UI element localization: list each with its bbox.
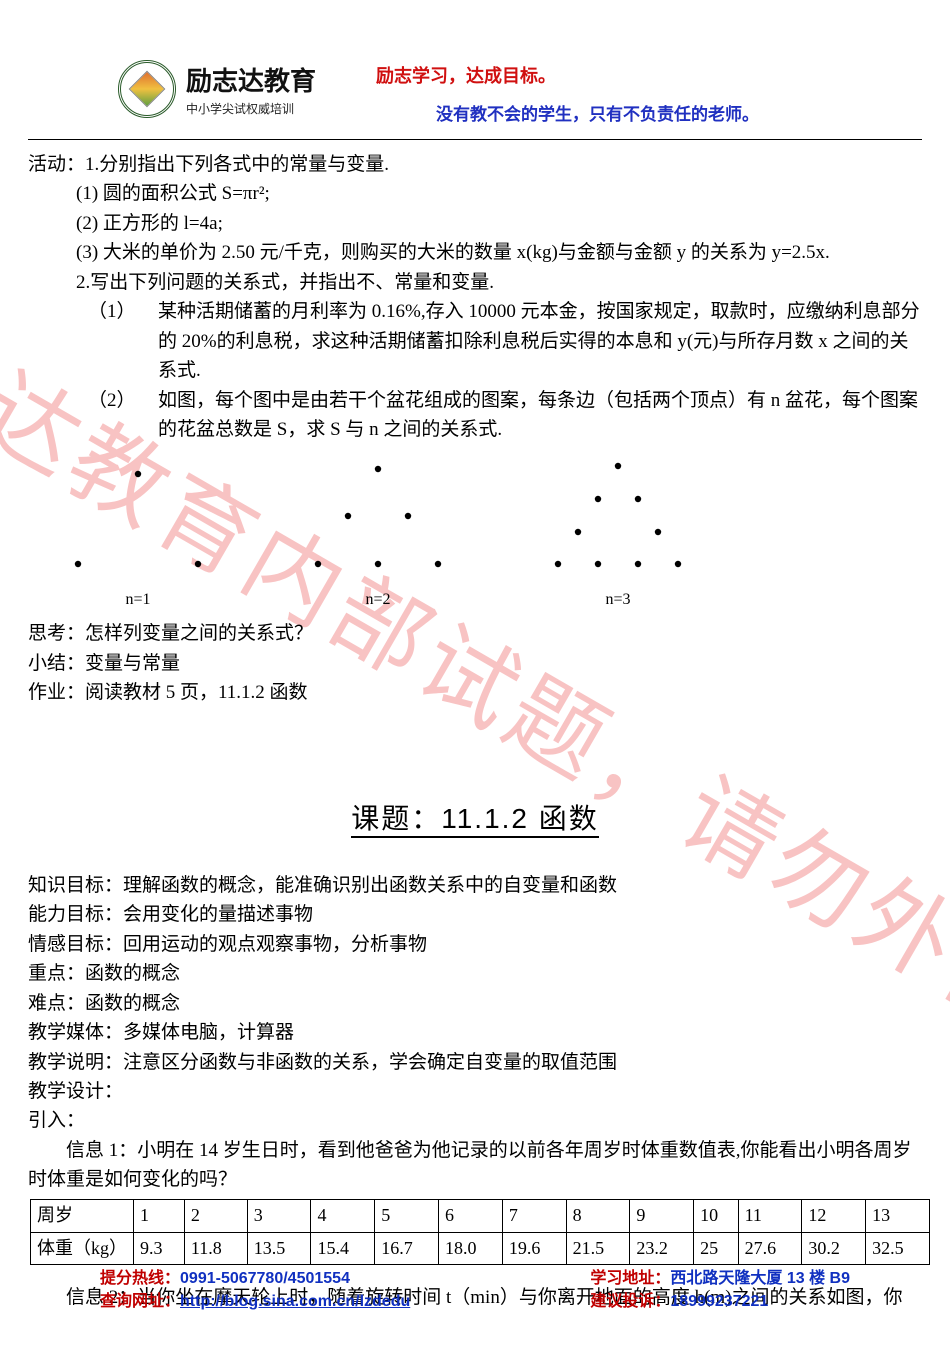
triangle-n2: n=2 — [288, 454, 468, 613]
weight-cell: 16.7 — [375, 1232, 439, 1265]
weight-cell: 18.0 — [439, 1232, 503, 1265]
activity-item-1: (1) 圆的面积公式 S=πr²; — [28, 179, 922, 208]
activity-title: 活动：1.分别指出下列各式中的常量与变量. — [28, 150, 922, 179]
age-cell: 8 — [566, 1199, 630, 1232]
weight-cell: 15.4 — [311, 1232, 375, 1265]
triangle-n1-svg — [48, 454, 228, 584]
weight-cell: 30.2 — [802, 1232, 866, 1265]
q1-text: 某种活期储蓄的月利率为 0.16%,存入 10000 元本金，按国家规定，取款时… — [158, 297, 922, 385]
body: 活动：1.分别指出下列各式中的常量与变量. (1) 圆的面积公式 S=πr²; … — [28, 150, 922, 1313]
page: 励志达教育 中小学尖试权威培训 励志学习，达成目标。 没有教不会的学生，只有不负… — [0, 0, 950, 1353]
triangle-n2-svg — [288, 454, 468, 584]
triangle-n3-label: n=3 — [605, 588, 630, 613]
age-cell: 7 — [502, 1199, 566, 1232]
triangle-n1: n=1 — [48, 454, 228, 613]
complain: 18999237221 — [670, 1293, 768, 1310]
addr-label: 学习地址： — [590, 1270, 670, 1287]
think-line: 思考：怎样列变量之间的关系式？ — [28, 619, 922, 648]
info1: 信息 1：小明在 14 岁生日时，看到他爸爸为他记录的以前各年周岁时体重数值表,… — [28, 1136, 922, 1195]
weight-cell: 9.3 — [134, 1232, 185, 1265]
logo-block: 励志达教育 中小学尖试权威培训 — [118, 60, 316, 118]
goal-3: 重点：函数的概念 — [28, 959, 922, 988]
section-title: 课题：11.1.2 函数 — [351, 803, 599, 838]
q1-num: （1） — [88, 297, 158, 385]
q2-text: 如图，每个图中是由若干个盆花组成的图案，每条边（包括两个顶点）有 n 盆花，每个… — [158, 386, 922, 445]
brand-sub: 中小学尖试权威培训 — [186, 100, 316, 117]
age-cell: 3 — [247, 1199, 311, 1232]
url-link[interactable]: http://blog.sina.com.cn/lzdedu — [180, 1293, 410, 1310]
goal-7: 教学设计： — [28, 1077, 922, 1106]
activity2-title: 2.写出下列问题的关系式，并指出不、常量和变量. — [28, 268, 922, 297]
triangle-n3-svg — [528, 454, 708, 584]
addr: 西北路天隆大厦 13 楼 B9 — [670, 1270, 850, 1287]
goal-8: 引入： — [28, 1106, 922, 1135]
brand-name: 励志达教育 — [186, 61, 316, 98]
weight-cell: 11.8 — [184, 1232, 247, 1265]
goal-2: 情感目标：回用运动的观点观察事物，分析事物 — [28, 930, 922, 959]
logo-diamond-icon — [129, 71, 166, 108]
age-cell: 4 — [311, 1199, 375, 1232]
weight-table: 周岁 1 2 3 4 5 6 7 8 9 10 11 12 13 体重（kg） … — [30, 1199, 930, 1266]
activity-item-2: (2) 正方形的 l=4a; — [28, 209, 922, 238]
age-cell: 2 — [184, 1199, 247, 1232]
q2-num: （2） — [88, 386, 158, 445]
row-label-weight: 体重（kg） — [31, 1232, 134, 1265]
age-cell: 6 — [439, 1199, 503, 1232]
goal-4: 难点：函数的概念 — [28, 989, 922, 1018]
row-label-age: 周岁 — [31, 1199, 134, 1232]
table-row: 体重（kg） 9.3 11.8 13.5 15.4 16.7 18.0 19.6… — [31, 1232, 930, 1265]
hotline: 0991-5067780/4501554 — [180, 1270, 350, 1287]
weight-cell: 32.5 — [866, 1232, 930, 1265]
triangle-n2-label: n=2 — [365, 588, 390, 613]
activity-item-3: (3) 大米的单价为 2.50 元/千克，则购买的大米的数量 x(kg)与金额与… — [28, 238, 922, 267]
weight-cell: 19.6 — [502, 1232, 566, 1265]
weight-cell: 13.5 — [247, 1232, 311, 1265]
triangle-n3: n=3 — [528, 454, 708, 613]
table-row: 周岁 1 2 3 4 5 6 7 8 9 10 11 12 13 — [31, 1199, 930, 1232]
age-cell: 13 — [866, 1199, 930, 1232]
goal-1: 能力目标：会用变化的量描述事物 — [28, 900, 922, 929]
weight-cell: 27.6 — [738, 1232, 802, 1265]
logo-icon — [118, 60, 176, 118]
triangle-n1-label: n=1 — [125, 588, 150, 613]
weight-cell: 21.5 — [566, 1232, 630, 1265]
age-cell: 1 — [134, 1199, 185, 1232]
triangle-figure: n=1 n=2 — [48, 454, 922, 613]
slogan-1: 励志学习，达成目标。 — [376, 62, 759, 88]
header: 励志达教育 中小学尖试权威培训 励志学习，达成目标。 没有教不会的学生，只有不负… — [118, 60, 922, 133]
weight-cell: 23.2 — [630, 1232, 694, 1265]
goal-6: 教学说明：注意区分函数与非函数的关系，学会确定自变量的取值范围 — [28, 1048, 922, 1077]
url-label: 查询网址： — [100, 1293, 180, 1310]
age-cell: 10 — [694, 1199, 738, 1232]
homework-line: 作业：阅读教材 5 页，11.1.2 函数 — [28, 678, 922, 707]
age-cell: 9 — [630, 1199, 694, 1232]
hotline-label: 提分热线： — [100, 1270, 180, 1287]
goal-5: 教学媒体：多媒体电脑，计算器 — [28, 1018, 922, 1047]
slogan-2: 没有教不会的学生，只有不负责任的老师。 — [436, 100, 759, 125]
goal-0: 知识目标：理解函数的概念，能准确识别出函数关系中的自变量和函数 — [28, 871, 922, 900]
footer: 提分热线：0991-5067780/4501554 查询网址：http://bl… — [0, 1268, 950, 1313]
weight-cell: 25 — [694, 1232, 738, 1265]
age-cell: 11 — [738, 1199, 802, 1232]
complain-label: 建议投诉： — [590, 1293, 670, 1310]
header-divider — [28, 139, 922, 140]
summary-line: 小结：变量与常量 — [28, 649, 922, 678]
age-cell: 12 — [802, 1199, 866, 1232]
age-cell: 5 — [375, 1199, 439, 1232]
